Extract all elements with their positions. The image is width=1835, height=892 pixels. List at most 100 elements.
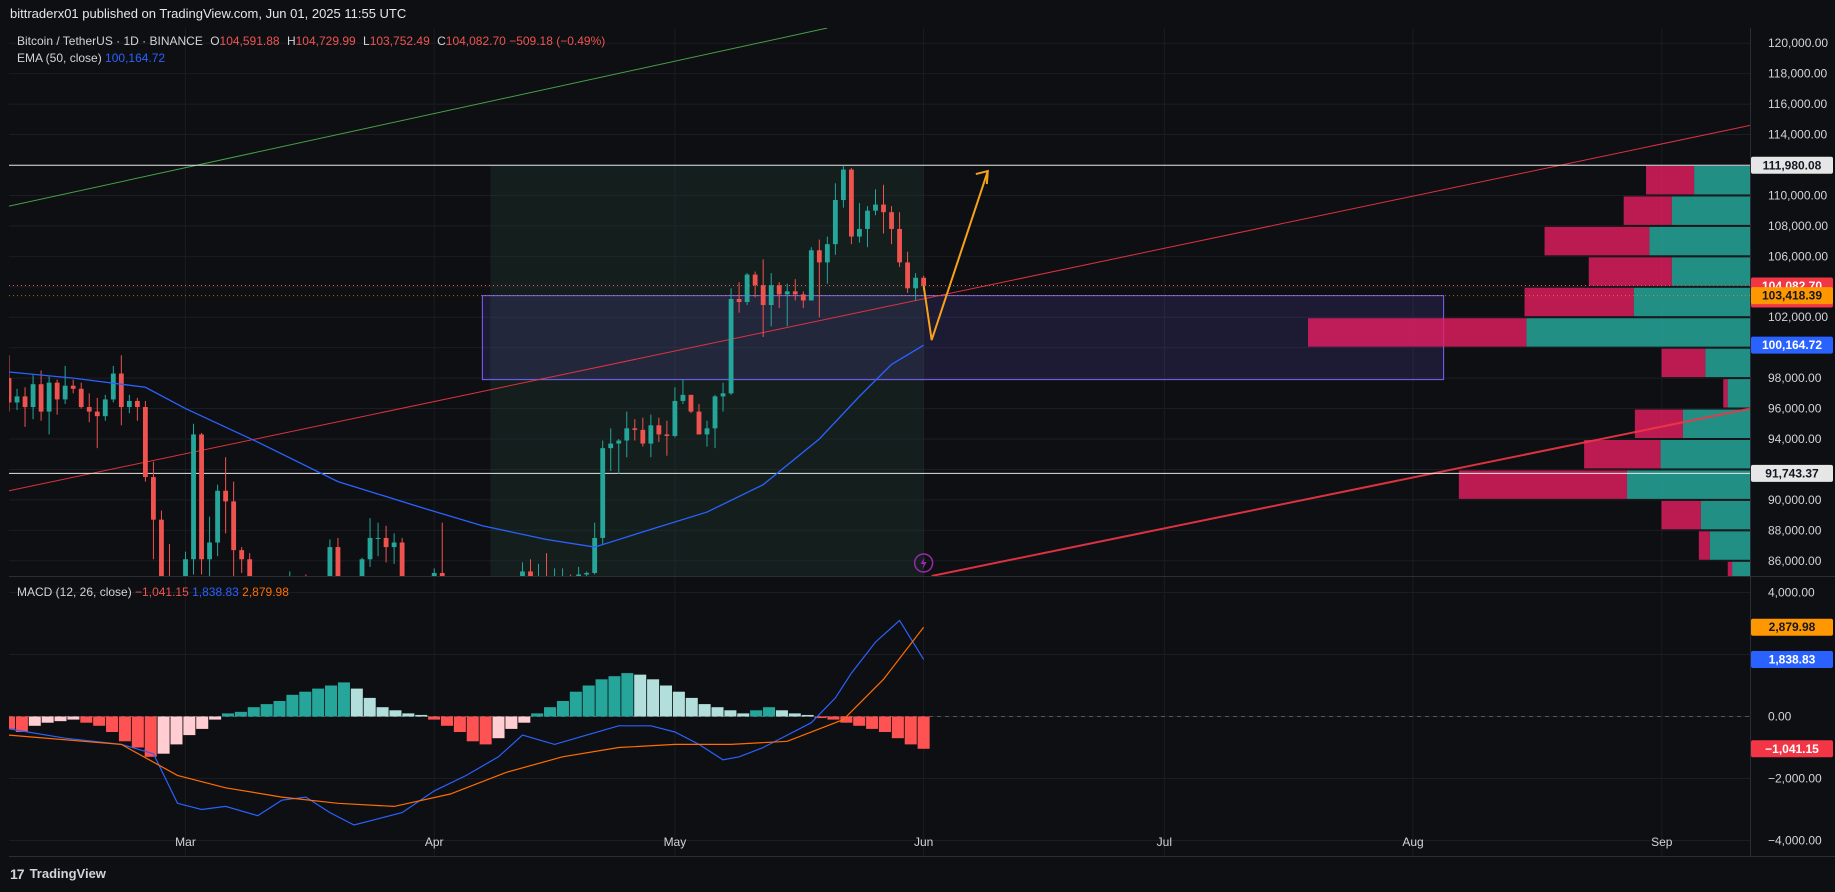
candle-body[interactable] (199, 434, 204, 560)
candle-body[interactable] (191, 434, 196, 560)
candle-body[interactable] (840, 169, 846, 201)
candle-body[interactable] (472, 599, 477, 677)
candle-body[interactable] (383, 537, 389, 548)
candle-body[interactable] (512, 600, 517, 658)
candle-body[interactable] (134, 400, 140, 408)
candle-body[interactable] (456, 594, 461, 605)
trendline[interactable] (9, 28, 828, 207)
candle-body[interactable] (897, 228, 902, 263)
candle-body[interactable] (704, 428, 710, 435)
candle-body[interactable] (46, 382, 52, 412)
candle-body[interactable] (824, 244, 830, 263)
candle-body[interactable] (327, 547, 333, 611)
candle-body[interactable] (416, 613, 421, 616)
candle-body[interactable] (736, 298, 742, 302)
candle-body[interactable] (159, 519, 164, 581)
candle-body[interactable] (648, 425, 654, 444)
candle-body[interactable] (231, 501, 237, 551)
candle-body[interactable] (70, 385, 76, 389)
candle-body[interactable] (496, 613, 501, 709)
lightning-icon[interactable] (913, 553, 934, 573)
candle-body[interactable] (800, 294, 806, 301)
candle-body[interactable] (504, 613, 509, 659)
candle-body[interactable] (303, 587, 308, 613)
symbol-label[interactable]: Bitcoin / TetherUS · 1D · BINANCE (17, 34, 203, 48)
candle-body[interactable] (54, 382, 60, 400)
trendline[interactable] (931, 407, 1750, 576)
candle-body[interactable] (849, 169, 854, 237)
candle-body[interactable] (151, 477, 156, 520)
candle-body[interactable] (560, 578, 565, 592)
candle-body[interactable] (335, 547, 341, 588)
candle-body[interactable] (439, 572, 445, 614)
candle-body[interactable] (680, 394, 686, 401)
candle-body[interactable] (905, 262, 910, 289)
candle-body[interactable] (857, 228, 862, 237)
candle-body[interactable] (480, 666, 485, 677)
candle-body[interactable] (688, 394, 694, 412)
candle-body[interactable] (784, 291, 790, 295)
candle-body[interactable] (873, 204, 878, 211)
candle-body[interactable] (352, 590, 357, 595)
candle-body[interactable] (215, 490, 221, 543)
candle-body[interactable] (672, 400, 678, 436)
macd-signal-line[interactable] (9, 626, 925, 808)
trendline[interactable] (9, 124, 1750, 492)
candle-body[interactable] (78, 388, 84, 408)
candle-body[interactable] (520, 571, 525, 600)
candle-body[interactable] (584, 572, 590, 575)
macd-pane[interactable] (3, 619, 1750, 826)
candle-body[interactable] (408, 585, 413, 612)
macd-line[interactable] (9, 619, 925, 826)
price-pane[interactable] (7, 28, 1750, 736)
candle-body[interactable] (776, 285, 782, 295)
candle-body[interactable] (399, 542, 405, 586)
candle-body[interactable] (913, 277, 919, 289)
candle-body[interactable] (816, 250, 822, 263)
candle-body[interactable] (664, 434, 670, 436)
candle-body[interactable] (865, 210, 870, 229)
candle-body[interactable] (488, 666, 493, 709)
candle-body[interactable] (424, 614, 429, 616)
candle-body[interactable] (375, 537, 381, 539)
candle-body[interactable] (632, 428, 638, 430)
candle-body[interactable] (768, 285, 774, 306)
candle-body[interactable] (760, 285, 766, 306)
tradingview-footer[interactable]: 17 TradingView (10, 864, 106, 884)
candle-body[interactable] (921, 277, 927, 286)
candle-body[interactable] (889, 212, 894, 229)
candle-body[interactable] (544, 582, 549, 596)
candle-body[interactable] (239, 550, 245, 560)
candle-body[interactable] (568, 578, 573, 584)
candle-body[interactable] (600, 448, 606, 538)
ema-line[interactable] (9, 344, 924, 548)
support-zone[interactable] (481, 295, 1445, 381)
candle-body[interactable] (448, 605, 453, 614)
candle-body[interactable] (528, 571, 533, 594)
candle-body[interactable] (62, 385, 68, 400)
candle-body[interactable] (110, 373, 116, 400)
candle-body[interactable] (391, 542, 397, 548)
candle-body[interactable] (14, 396, 20, 403)
candle-body[interactable] (881, 204, 886, 213)
candle-body[interactable] (207, 542, 212, 560)
candle-body[interactable] (142, 407, 148, 478)
candle-body[interactable] (38, 384, 44, 412)
candle-body[interactable] (712, 396, 718, 429)
candle-body[interactable] (592, 537, 598, 573)
candle-body[interactable] (552, 591, 557, 596)
candle-body[interactable] (656, 425, 662, 435)
candle-body[interactable] (311, 590, 316, 613)
candle-body[interactable] (30, 384, 36, 408)
candle-body[interactable] (183, 559, 188, 585)
candle-body[interactable] (640, 429, 646, 444)
candle-body[interactable] (808, 250, 814, 301)
candle-body[interactable] (22, 396, 28, 408)
candle-body[interactable] (367, 537, 373, 560)
candle-body[interactable] (431, 572, 437, 614)
projection-path[interactable] (922, 170, 989, 341)
candle-body[interactable] (263, 608, 268, 675)
candle-body[interactable] (126, 400, 132, 408)
candle-body[interactable] (279, 597, 284, 635)
